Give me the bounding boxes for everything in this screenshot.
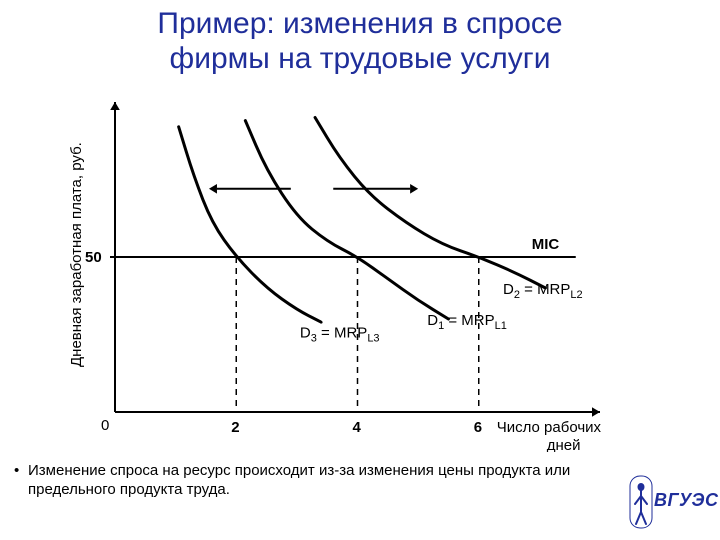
svg-text:50: 50 [85, 249, 102, 266]
svg-text:Дневная заработная плата, руб.: Дневная заработная плата, руб. [68, 142, 85, 367]
svg-text:Число рабочих: Число рабочих [497, 419, 602, 436]
svg-text:2: 2 [231, 419, 239, 436]
svg-text:D3 = MRPL3: D3 = MRPL3 [300, 325, 380, 345]
slide-root: Пример: изменения в спросе фирмы на труд… [0, 0, 720, 540]
svg-text:D2 = MRPL2: D2 = MRPL2 [503, 281, 583, 301]
title-line-1: Пример: изменения в спросе [157, 7, 562, 40]
demand-chart: 0 50Дневная заработная плата, руб. 2 4 6 Числ… [60, 92, 620, 452]
title-line-2: фирмы на трудовые услуги [170, 42, 551, 75]
svg-text:D1 = MRPL1: D1 = MRPL1 [427, 312, 507, 332]
svg-text:6: 6 [474, 419, 482, 436]
bullet-text: Изменение спроса на ресурс происходит из… [28, 462, 588, 500]
logo-text: ВГУЭС [654, 490, 718, 511]
svg-text:MIC: MIC [532, 236, 560, 253]
svg-text:4: 4 [353, 419, 362, 436]
svg-text:дней: дней [547, 437, 581, 452]
chart-container: 0 50Дневная заработная плата, руб. 2 4 6 Числ… [60, 92, 620, 452]
svg-text:0: 0 [101, 417, 109, 434]
org-logo: ВГУЭС [628, 474, 708, 530]
slide-title: Пример: изменения в спросе фирмы на труд… [0, 6, 720, 77]
